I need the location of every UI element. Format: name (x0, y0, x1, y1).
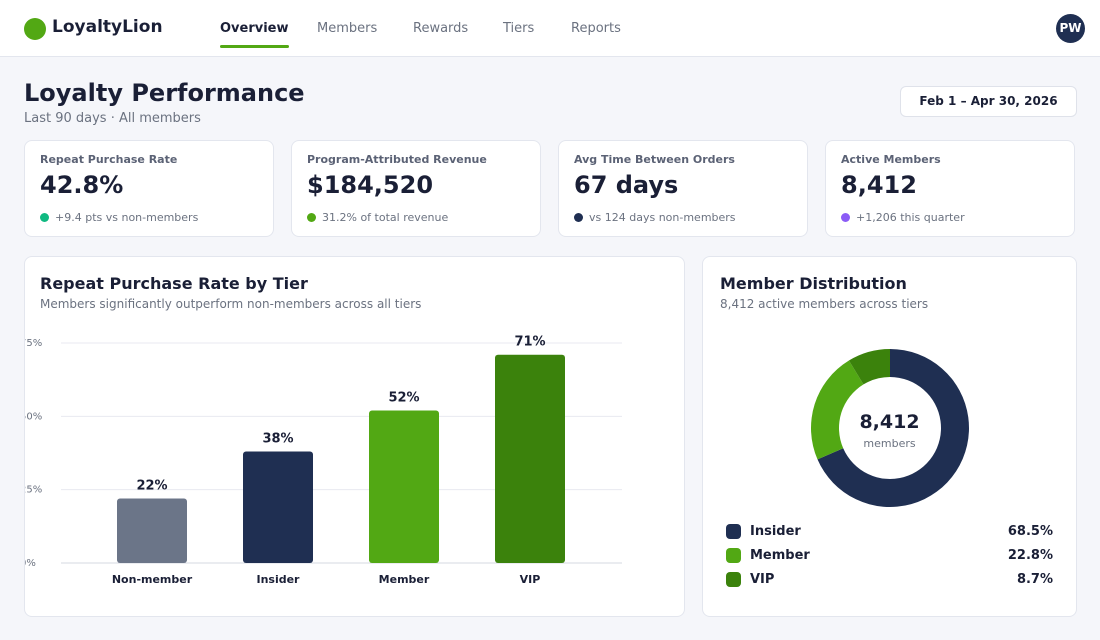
donut-chart-title: Member Distribution (720, 274, 907, 293)
donut-slice-insider[interactable] (817, 349, 969, 507)
bar-non-member[interactable] (117, 498, 187, 563)
app-logo-name[interactable]: LoyaltyLion (52, 17, 163, 37)
legend-swatch (726, 548, 741, 563)
tab-reports[interactable]: Reports (571, 21, 621, 36)
kpi-status-dot-icon (40, 213, 49, 222)
kpi-note: +9.4 pts vs non-members (55, 211, 199, 224)
legend-label: VIP (750, 572, 775, 587)
bar-value-label: 22% (136, 478, 167, 493)
top-nav-bar: LoyaltyLion Overview Members Rewards Tie… (0, 0, 1100, 57)
donut-slice-vip[interactable] (848, 349, 890, 385)
kpi-card-repeat-rate: Repeat Purchase Rate 42.8% +9.4 pts vs n… (24, 140, 274, 237)
x-category-label: Insider (256, 573, 300, 586)
kpi-label: Avg Time Between Orders (574, 153, 735, 166)
kpi-label: Program-Attributed Revenue (307, 153, 487, 166)
kpi-card-active-members: Active Members 8,412 +1,206 this quarter (825, 140, 1075, 237)
donut-center-value: 8,412 (859, 411, 920, 433)
kpi-card-time-between-orders: Avg Time Between Orders 67 days vs 124 d… (558, 140, 808, 237)
tab-tiers[interactable]: Tiers (503, 21, 535, 36)
y-tick-label: 50% (25, 411, 42, 422)
y-tick-label: 75% (25, 338, 42, 349)
kpi-value: 8,412 (841, 171, 917, 199)
legend-value: 22.8% (1007, 548, 1053, 563)
kpi-label: Active Members (841, 153, 941, 166)
kpi-status-dot-icon (307, 213, 316, 222)
legend-item-vip: VIP 8.7% (726, 571, 1053, 589)
bar-chart-title: Repeat Purchase Rate by Tier (40, 274, 308, 293)
legend-label: Member (750, 548, 810, 563)
kpi-note: 31.2% of total revenue (322, 211, 449, 224)
bar-chart-subtitle: Members significantly outperform non-mem… (40, 297, 422, 311)
donut-center-label: members (863, 437, 916, 450)
bar-value-label: 71% (514, 335, 545, 350)
legend-value: 8.7% (1016, 572, 1053, 587)
kpi-value: 42.8% (40, 171, 124, 199)
y-tick-label: 0% (25, 558, 36, 569)
kpi-value: $184,520 (307, 171, 434, 199)
kpi-note: +1,206 this quarter (856, 211, 965, 224)
bar-value-label: 38% (262, 432, 293, 447)
y-tick-label: 25% (25, 485, 42, 496)
kpi-value: 67 days (574, 171, 679, 199)
donut-chart (811, 349, 969, 507)
donut-chart-card: Member Distribution 8,412 active members… (702, 256, 1077, 617)
legend-swatch (726, 524, 741, 539)
kpi-card-revenue: Program-Attributed Revenue $184,520 31.2… (291, 140, 541, 237)
legend-label: Insider (750, 524, 801, 539)
x-category-label: VIP (520, 573, 541, 586)
bar-member[interactable] (369, 410, 439, 563)
legend-item-insider: Insider 68.5% (726, 523, 1053, 541)
tab-overview[interactable]: Overview (220, 21, 289, 36)
kpi-status-dot-icon (841, 213, 850, 222)
legend-swatch (726, 572, 741, 587)
page-title: Loyalty Performance (24, 79, 305, 107)
page-subtitle: Last 90 days · All members (24, 111, 201, 126)
donut-slice-member[interactable] (811, 360, 864, 460)
tab-members[interactable]: Members (317, 21, 378, 36)
logo-icon (24, 18, 46, 40)
bar-vip[interactable] (495, 354, 565, 563)
kpi-label: Repeat Purchase Rate (40, 153, 178, 166)
bar-insider[interactable] (243, 451, 313, 563)
legend-value: 68.5% (1007, 524, 1053, 539)
x-category-label: Member (379, 573, 430, 586)
legend-item-member: Member 22.8% (726, 547, 1053, 565)
user-avatar[interactable]: PW (1056, 14, 1085, 43)
kpi-note: vs 124 days non-members (589, 211, 736, 224)
donut-chart-subtitle: 8,412 active members across tiers (720, 297, 929, 311)
bar-value-label: 52% (388, 390, 419, 405)
kpi-status-dot-icon (574, 213, 583, 222)
x-category-label: Non-member (112, 573, 193, 586)
active-tab-indicator (220, 45, 289, 48)
bar-chart-card: Repeat Purchase Rate by Tier Members sig… (24, 256, 685, 617)
date-range-picker[interactable]: Feb 1 – Apr 30, 2026 (900, 86, 1077, 117)
bar-chart: 0% 25% 50% 75% 22% Non-member 38% Insider 52% Mem… (25, 335, 622, 586)
tab-rewards[interactable]: Rewards (413, 21, 469, 36)
